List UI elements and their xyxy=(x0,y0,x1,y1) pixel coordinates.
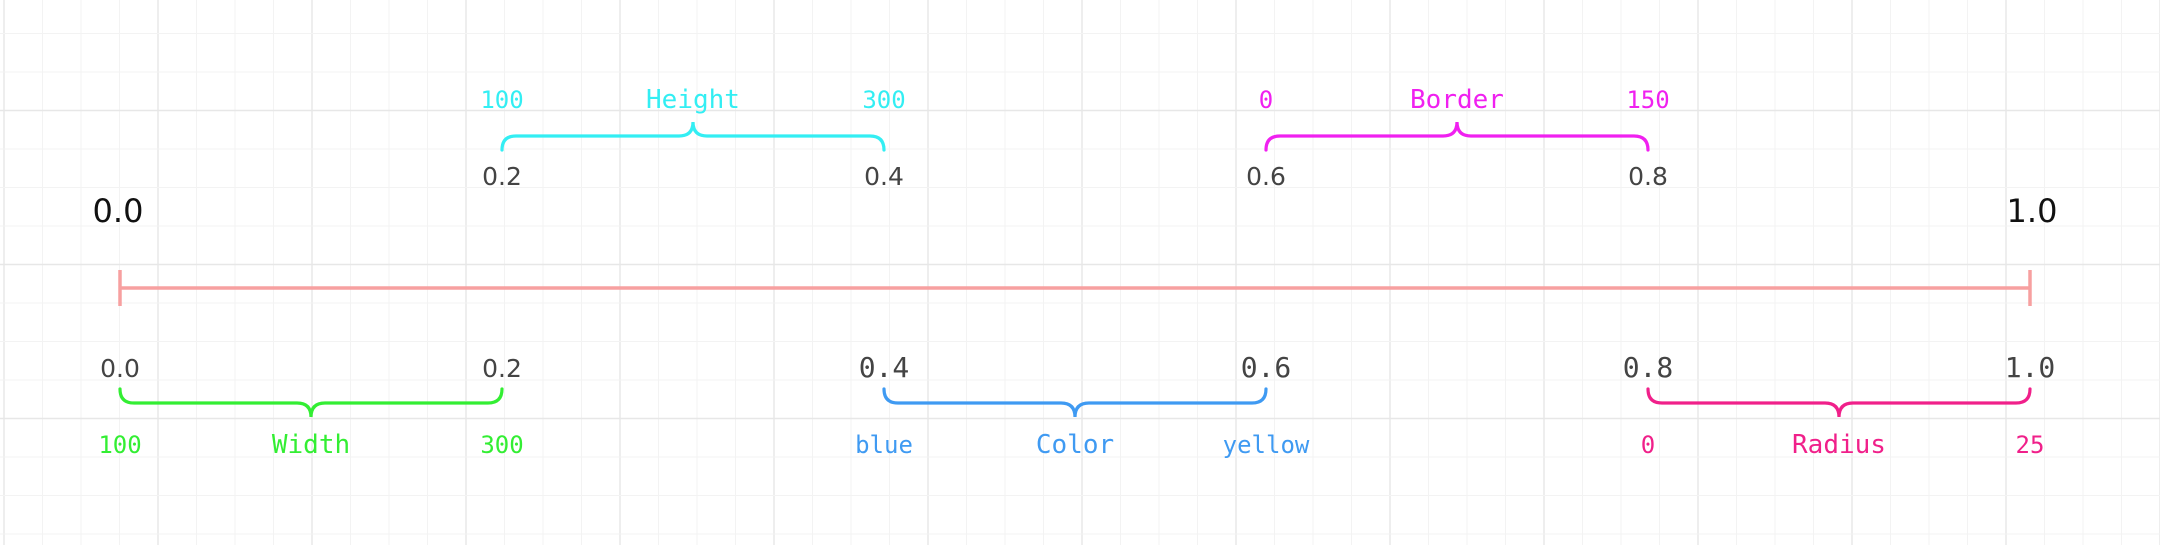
segment-to-value: yellow xyxy=(1223,431,1310,459)
segment-property-name: Height xyxy=(646,85,740,115)
segment-brace xyxy=(1646,387,2032,418)
segment-height: 0.2 0.4 100 300 Height xyxy=(480,85,905,191)
segment-property-name: Border xyxy=(1410,85,1504,115)
segment-brace xyxy=(500,121,886,152)
segment-end-position: 0.2 xyxy=(482,354,522,383)
segment-to-value: 300 xyxy=(862,86,905,114)
segment-width: 0.0 0.2 100 300 Width xyxy=(98,354,523,460)
segment-from-value: blue xyxy=(855,431,913,459)
segment-to-value: 150 xyxy=(1626,86,1669,114)
segment-to-value: 300 xyxy=(480,431,523,459)
segment-end-position: 0.4 xyxy=(864,162,904,191)
segment-from-value: 100 xyxy=(98,431,141,459)
segment-property-name: Radius xyxy=(1792,430,1886,460)
timeline-end-label: 1.0 xyxy=(2007,192,2058,230)
segment-start-position: 0.0 xyxy=(100,354,140,383)
segment-brace xyxy=(118,387,504,418)
segment-radius: 0.8 1.0 0 25 Radius xyxy=(1623,351,2056,460)
segment-start-position: 0.4 xyxy=(859,351,910,384)
segment-property-name: Width xyxy=(272,430,350,460)
segment-color: 0.4 0.6 blue yellow Color xyxy=(855,351,1310,460)
segment-to-value: 25 xyxy=(2016,431,2045,459)
segment-from-value: 0 xyxy=(1641,431,1655,459)
segment-from-value: 0 xyxy=(1259,86,1273,114)
segment-end-position: 0.8 xyxy=(1628,162,1668,191)
segment-border: 0.6 0.8 0 150 Border xyxy=(1246,85,1670,191)
segment-brace xyxy=(1264,121,1650,152)
segment-brace xyxy=(882,387,1268,418)
segment-property-name: Color xyxy=(1036,430,1114,460)
segment-end-position: 1.0 xyxy=(2005,351,2056,384)
segment-start-position: 0.2 xyxy=(482,162,522,191)
main-timeline: 0.0 1.0 xyxy=(93,192,2058,306)
timeline-start-label: 0.0 xyxy=(93,192,144,230)
segment-start-position: 0.8 xyxy=(1623,351,1674,384)
segment-end-position: 0.6 xyxy=(1241,351,1292,384)
segment-start-position: 0.6 xyxy=(1246,162,1286,191)
segment-from-value: 100 xyxy=(480,86,523,114)
